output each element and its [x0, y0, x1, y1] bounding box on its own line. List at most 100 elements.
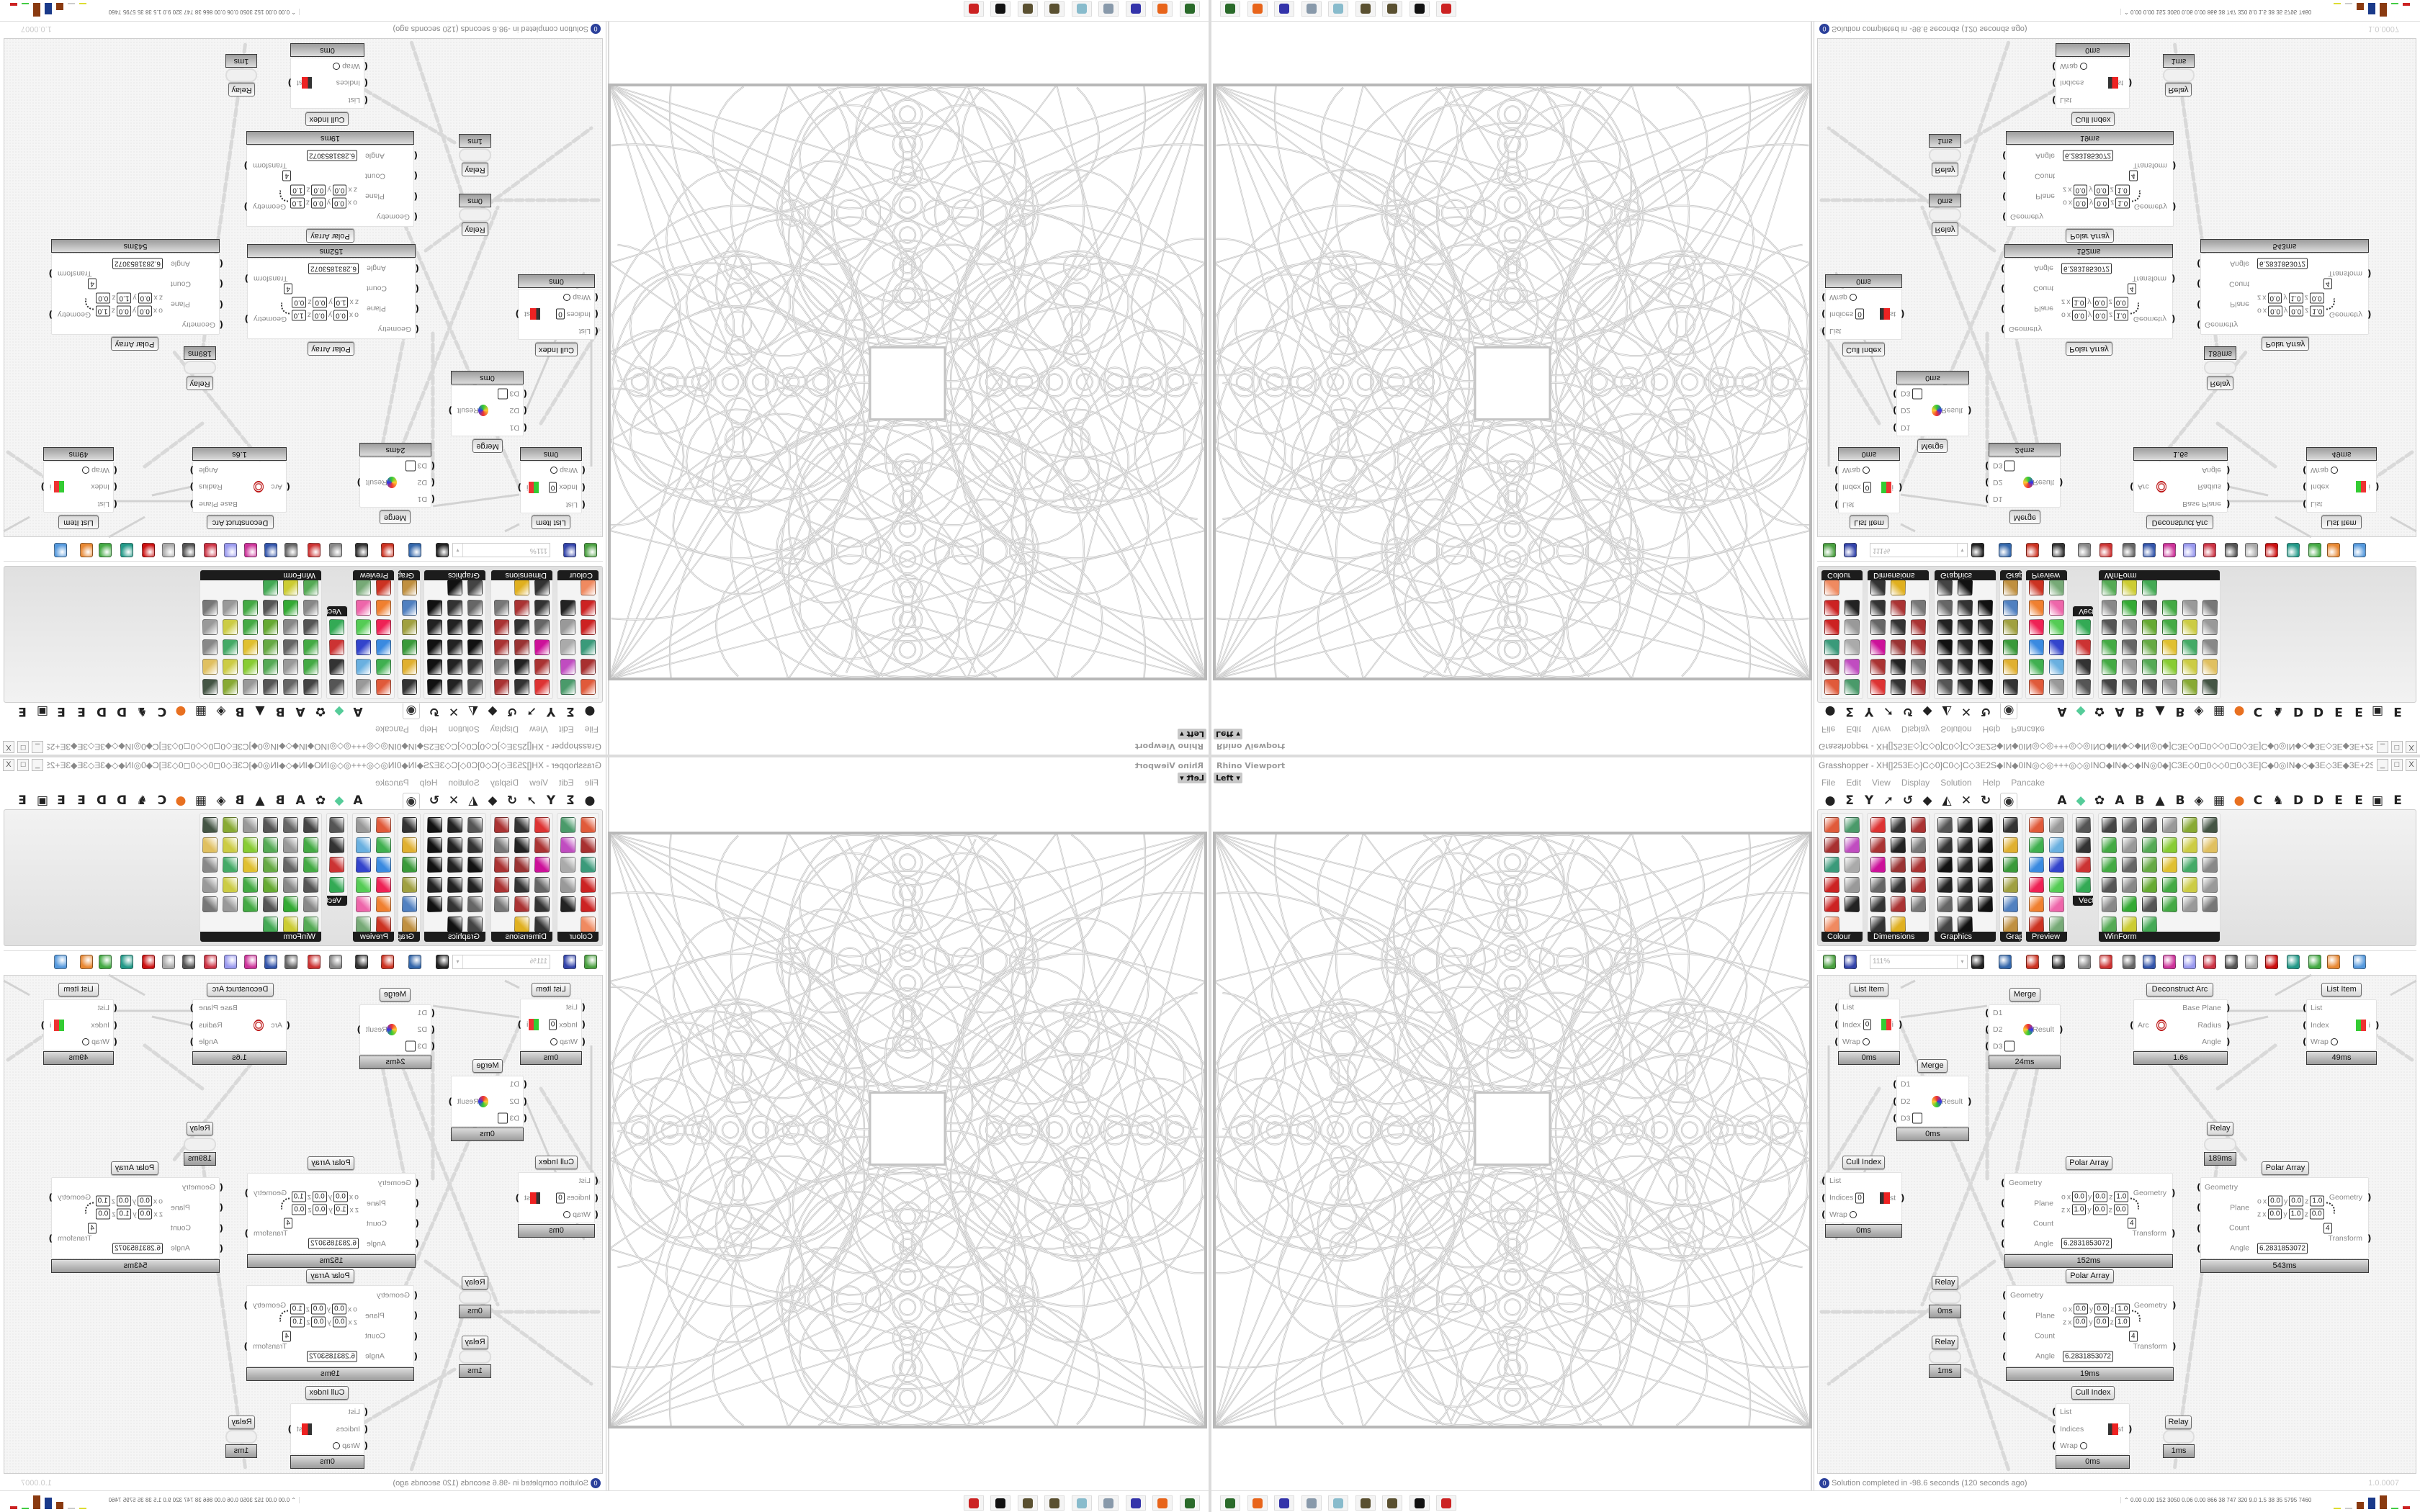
polar-array-count-value[interactable]: 4	[2323, 1223, 2332, 1234]
output-grip[interactable]: )	[2367, 1233, 2372, 1243]
output-grip[interactable]: )	[2367, 1192, 2372, 1203]
input-grip[interactable]: (	[2002, 1351, 2007, 1362]
coord-value-field[interactable]: 0.0	[138, 1208, 153, 1220]
gha-icon[interactable]	[2099, 955, 2112, 969]
palette-component-icon[interactable]	[1911, 837, 1926, 853]
teal-shape-icon[interactable]	[2287, 955, 2300, 969]
palette-component-icon[interactable]	[1958, 896, 1973, 912]
relay-component[interactable]	[225, 68, 257, 82]
input-grip[interactable]: (	[1893, 1096, 1897, 1107]
input-grip[interactable]: (	[2001, 1198, 2005, 1208]
palette-component-icon[interactable]	[2162, 896, 2177, 912]
output-grip[interactable]: )	[357, 477, 361, 487]
cull-index-label[interactable]: Cull Index	[305, 112, 349, 126]
scroll-icon[interactable]	[1098, 1495, 1119, 1511]
pinecone-icon[interactable]	[1044, 1, 1065, 17]
relay-component[interactable]	[2204, 361, 2236, 374]
polar-array-count-value[interactable]: 4	[282, 170, 291, 181]
input-grip[interactable]: (	[1985, 1041, 1989, 1052]
output-grip[interactable]: )	[1901, 309, 1905, 320]
polar-array-count-value[interactable]: 4	[88, 278, 97, 289]
input-grip[interactable]: (	[1821, 1210, 1826, 1220]
notepad-icon[interactable]	[1072, 1495, 1092, 1511]
relay-component[interactable]	[2163, 68, 2195, 82]
coord-value-field[interactable]: 0.0	[2072, 1191, 2087, 1202]
polar-array-label[interactable]: Polar Array	[2066, 1156, 2112, 1170]
coord-value-field[interactable]: 0.0	[2267, 292, 2282, 304]
plugin-a-icon[interactable]: A	[2057, 793, 2067, 808]
palette-group-label[interactable]: Grap..	[2000, 932, 2022, 942]
firefox-icon[interactable]	[1247, 1495, 1268, 1511]
plugin-e2-icon[interactable]: E	[2354, 793, 2363, 808]
rhino-viewport[interactable]: Rhino Viewport Left ▾	[608, 22, 1209, 755]
bulb-icon[interactable]	[2183, 955, 2196, 969]
plugin-c-icon[interactable]: C	[2253, 793, 2263, 808]
input-grip[interactable]: (	[2197, 279, 2201, 289]
polar-array-angle-value[interactable]: 6.2831853072	[2063, 1351, 2113, 1362]
input-grip[interactable]: (	[113, 1020, 117, 1030]
output-grip[interactable]: )	[244, 1188, 248, 1198]
input-grip[interactable]: (	[415, 304, 419, 314]
intersect-icon[interactable]: ✕	[1960, 793, 1972, 808]
relay-label[interactable]: Relay	[1932, 1276, 1958, 1290]
polar-array-label[interactable]: Polar Array	[2066, 1269, 2114, 1283]
output-grip[interactable]: )	[2226, 499, 2231, 510]
coord-value-field[interactable]: 0.0	[116, 305, 131, 317]
output-grip[interactable]: )	[48, 309, 53, 320]
mesh-icon[interactable]: ◭	[1942, 793, 1952, 808]
polar-array-count-value[interactable]: 4	[284, 1218, 292, 1229]
input-grip[interactable]: (	[219, 1243, 223, 1254]
input-grip[interactable]: (	[594, 292, 599, 302]
output-grip[interactable]: )	[48, 1233, 53, 1243]
coord-value-field[interactable]: 0.0	[332, 1303, 346, 1315]
relay-component[interactable]	[2163, 1430, 2195, 1444]
rhino-icon[interactable]	[1409, 1495, 1430, 1511]
list-item-index-value[interactable]: 0	[1863, 1019, 1872, 1030]
coord-value-field[interactable]: 1.0	[117, 1208, 132, 1220]
view-selector-button[interactable]: Left ▾	[1178, 729, 1206, 739]
input-grip[interactable]: (	[413, 191, 418, 202]
coord-value-field[interactable]: 0.0	[333, 310, 348, 321]
wrap-toggle[interactable]	[563, 1211, 571, 1219]
relay-label[interactable]: Relay	[2207, 377, 2233, 390]
output-grip[interactable]: )	[243, 161, 248, 171]
relay-label[interactable]: Relay	[462, 1336, 488, 1349]
rooster-icon[interactable]: ♞	[2272, 793, 2284, 808]
output-grip[interactable]: )	[2367, 309, 2372, 320]
palette-component-icon[interactable]	[2076, 876, 2091, 893]
input-grip[interactable]: (	[523, 1079, 527, 1089]
polar-array-count-value[interactable]: 4	[2129, 1331, 2138, 1342]
input-grip[interactable]: (	[581, 1037, 586, 1047]
merge-label[interactable]: Merge	[1917, 439, 1948, 453]
output-grip[interactable]: )	[517, 1020, 521, 1030]
palette-component-icon[interactable]	[2049, 896, 2064, 912]
input-grip[interactable]: (	[1821, 292, 1826, 302]
input-grip[interactable]: (	[1834, 1037, 1839, 1047]
pinecone-icon-2[interactable]	[1382, 1, 1402, 17]
output-grip[interactable]: )	[287, 78, 292, 89]
input-grip[interactable]: (	[2052, 60, 2056, 71]
palette-component-icon[interactable]	[2029, 817, 2044, 833]
firefox-icon[interactable]	[1152, 1, 1173, 17]
output-grip[interactable]: )	[2226, 482, 2231, 492]
palette-component-icon[interactable]	[2029, 857, 2044, 873]
input-grip[interactable]: (	[2197, 1202, 2201, 1213]
input-grip[interactable]: (	[2197, 319, 2201, 330]
info-icon[interactable]: 0	[591, 24, 601, 34]
rhino-viewport[interactable]: Rhino Viewport Left ▾	[1211, 757, 1812, 1490]
pinecone-icon[interactable]	[1044, 1495, 1065, 1511]
deconstruct-arc-label[interactable]: Deconstruct Arc	[207, 516, 274, 529]
coord-value-field[interactable]: 1.0	[2071, 1204, 2087, 1215]
palette-component-icon[interactable]	[1870, 876, 1886, 893]
coord-value-field[interactable]: 1.0	[290, 1316, 305, 1328]
empty-param-box[interactable]	[405, 1040, 416, 1052]
polar-array-label[interactable]: Polar Array	[2262, 1161, 2309, 1175]
polar-array-label[interactable]: Polar Array	[308, 1156, 354, 1170]
input-grip[interactable]: (	[523, 405, 527, 416]
preview-eye-icon[interactable]	[1999, 955, 2012, 969]
palette-component-icon[interactable]	[1978, 817, 1993, 833]
input-grip[interactable]: (	[431, 1025, 435, 1035]
wrap-toggle[interactable]	[550, 467, 558, 474]
input-grip[interactable]: (	[113, 1037, 117, 1048]
relay-label[interactable]: Relay	[1932, 1336, 1958, 1349]
